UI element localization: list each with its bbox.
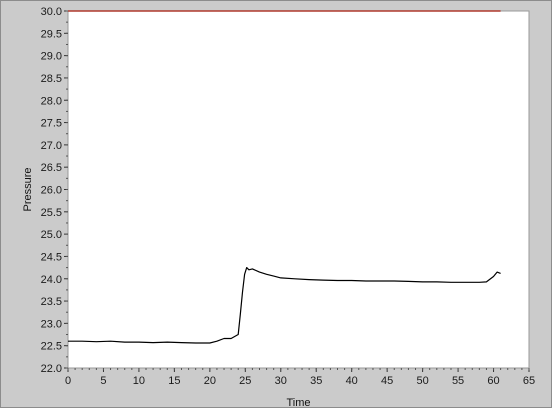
- x-tick-label: 40: [346, 375, 358, 387]
- y-tick-label: 29.0: [41, 51, 62, 63]
- y-tick-label: 27.0: [41, 140, 62, 152]
- pressure-series-line: [68, 267, 501, 344]
- y-tick-label: 26.0: [41, 185, 62, 197]
- x-tick-label: 0: [65, 375, 71, 387]
- y-tick-label: 25.0: [41, 229, 62, 241]
- x-tick-label: 65: [523, 375, 535, 387]
- x-tick-label: 45: [381, 375, 393, 387]
- y-tick-label: 22.0: [41, 363, 62, 375]
- y-tick-label: 30.0: [41, 6, 62, 18]
- x-tick-label: 5: [100, 375, 106, 387]
- y-tick-label: 29.5: [41, 28, 62, 40]
- y-axis: 22.0 22.5 23.0 23.5 24.0 24.5 25.0 25.5 26.0 26.5…: [41, 6, 68, 375]
- series-layer: [68, 10, 501, 344]
- y-tick-label: 22.5: [41, 341, 62, 353]
- plot-area: [67, 10, 530, 369]
- y-tick-label: 27.5: [41, 118, 62, 130]
- x-axis-title: Time: [286, 397, 310, 407]
- x-tick-label: 50: [416, 375, 428, 387]
- y-tick-label: 25.5: [41, 207, 62, 219]
- x-tick-label: 60: [487, 375, 499, 387]
- x-tick-label: 55: [452, 375, 464, 387]
- y-axis-title: Pressure: [22, 167, 34, 211]
- y-tick-label: 23.0: [41, 318, 62, 330]
- y-tick-label: 28.0: [41, 95, 62, 107]
- x-tick-label: 30: [275, 375, 287, 387]
- x-tick-label: 35: [310, 375, 322, 387]
- y-tick-label: 26.5: [41, 162, 62, 174]
- y-tick-label: 24.5: [41, 251, 62, 263]
- x-axis: 0 5 10 15 20 25 30 35 40 45 50 55 60 65: [65, 368, 535, 387]
- y-tick-label: 28.5: [41, 73, 62, 85]
- x-tick-label: 15: [168, 375, 180, 387]
- y-tick-label: 23.5: [41, 296, 62, 308]
- x-tick-label: 25: [239, 375, 251, 387]
- x-tick-label: 20: [204, 375, 216, 387]
- y-tick-label: 24.0: [41, 274, 62, 286]
- x-tick-label: 10: [133, 375, 145, 387]
